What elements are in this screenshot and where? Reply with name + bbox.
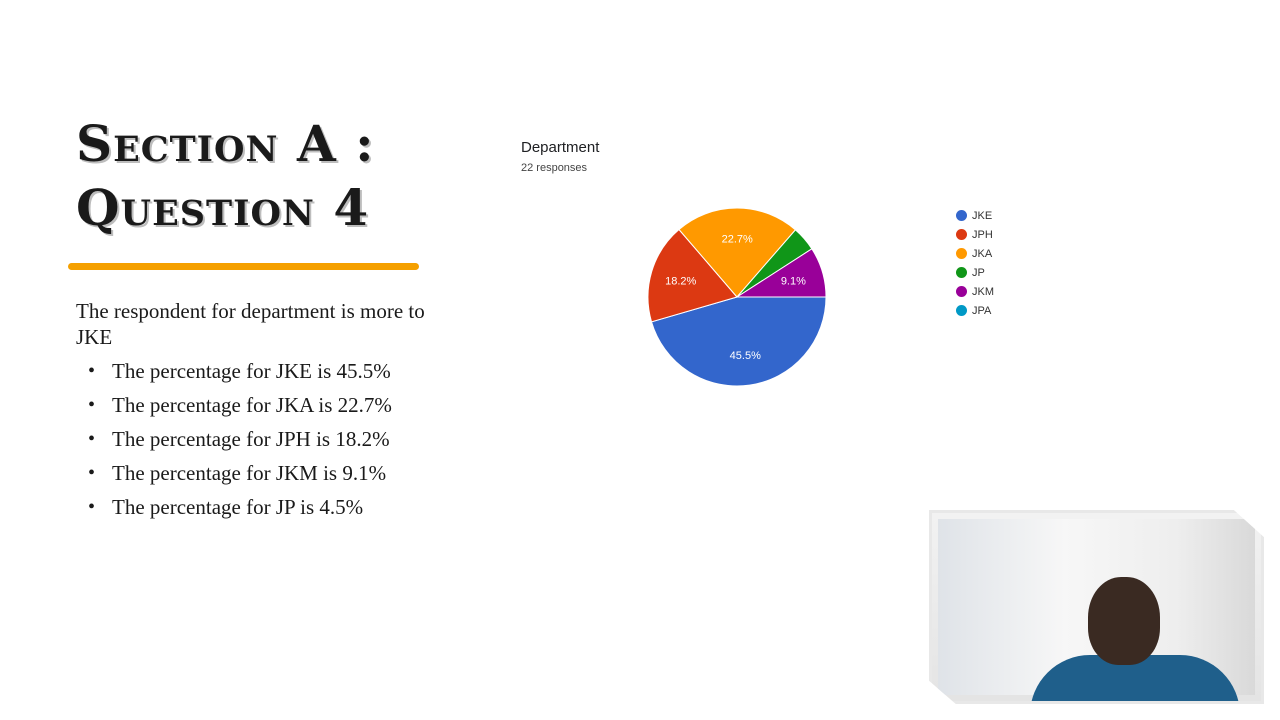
title-underline [68,263,419,270]
legend-item: JKM [956,282,994,301]
presenter-head [1088,577,1160,665]
bullet-item: The percentage for JP is 4.5% [88,494,436,520]
pie-slice-jph [647,228,738,323]
legend-label: JKE [972,209,993,222]
legend-label: JKM [972,285,994,298]
webcam-overlay [929,510,1264,704]
legend-swatch [956,210,967,221]
bullet-item: The percentage for JKA is 22.7% [88,392,436,418]
pie-chart: 45.5% 18.2% 22.7% 9.1% [647,207,827,387]
legend-item: JKA [956,244,994,263]
chart-legend: JKE JPH JKA JP JKM JPA [956,206,994,320]
pie-slice-jke [650,296,827,387]
chart-header: Department 22 responses [521,138,599,175]
slide-body: The respondent for department is more to… [76,298,436,528]
legend-item: JKE [956,206,994,225]
legend-item: JPA [956,301,994,320]
legend-swatch [956,286,967,297]
legend-swatch [956,305,967,316]
legend-label: JPH [972,228,993,241]
legend-label: JKA [972,247,993,260]
legend-item: JPH [956,225,994,244]
bullet-item: The percentage for JPH is 18.2% [88,426,436,452]
legend-swatch [956,229,967,240]
legend-item: JP [956,263,994,282]
bullet-item: The percentage for JKM is 9.1% [88,460,436,486]
pie-slice-jka [678,207,797,298]
bullet-item: The percentage for JKE is 45.5% [88,358,436,384]
chart-subtitle: 22 responses [521,162,588,174]
pie-label-jph: 18.2% [665,275,696,287]
chart-title: Department [521,139,600,156]
slide-title-line-2: Question 4 [76,178,370,237]
bullet-list: The percentage for JKE is 45.5% The perc… [76,358,436,520]
pie-label-jkm: 9.1% [781,275,806,287]
legend-swatch [956,267,967,278]
legend-label: JP [972,266,985,279]
legend-label: JPA [972,304,992,317]
webcam-video [938,519,1255,701]
pie-label-jke: 45.5% [730,350,761,362]
slide-title-line-1: Section A : [76,114,375,173]
legend-swatch [956,248,967,259]
pie-slice-jkm [735,248,827,298]
intro-text: The respondent for department is more to… [76,299,425,349]
slide-title: Section A : Question 4 [76,112,436,240]
pie-label-jka: 22.7% [722,233,753,245]
